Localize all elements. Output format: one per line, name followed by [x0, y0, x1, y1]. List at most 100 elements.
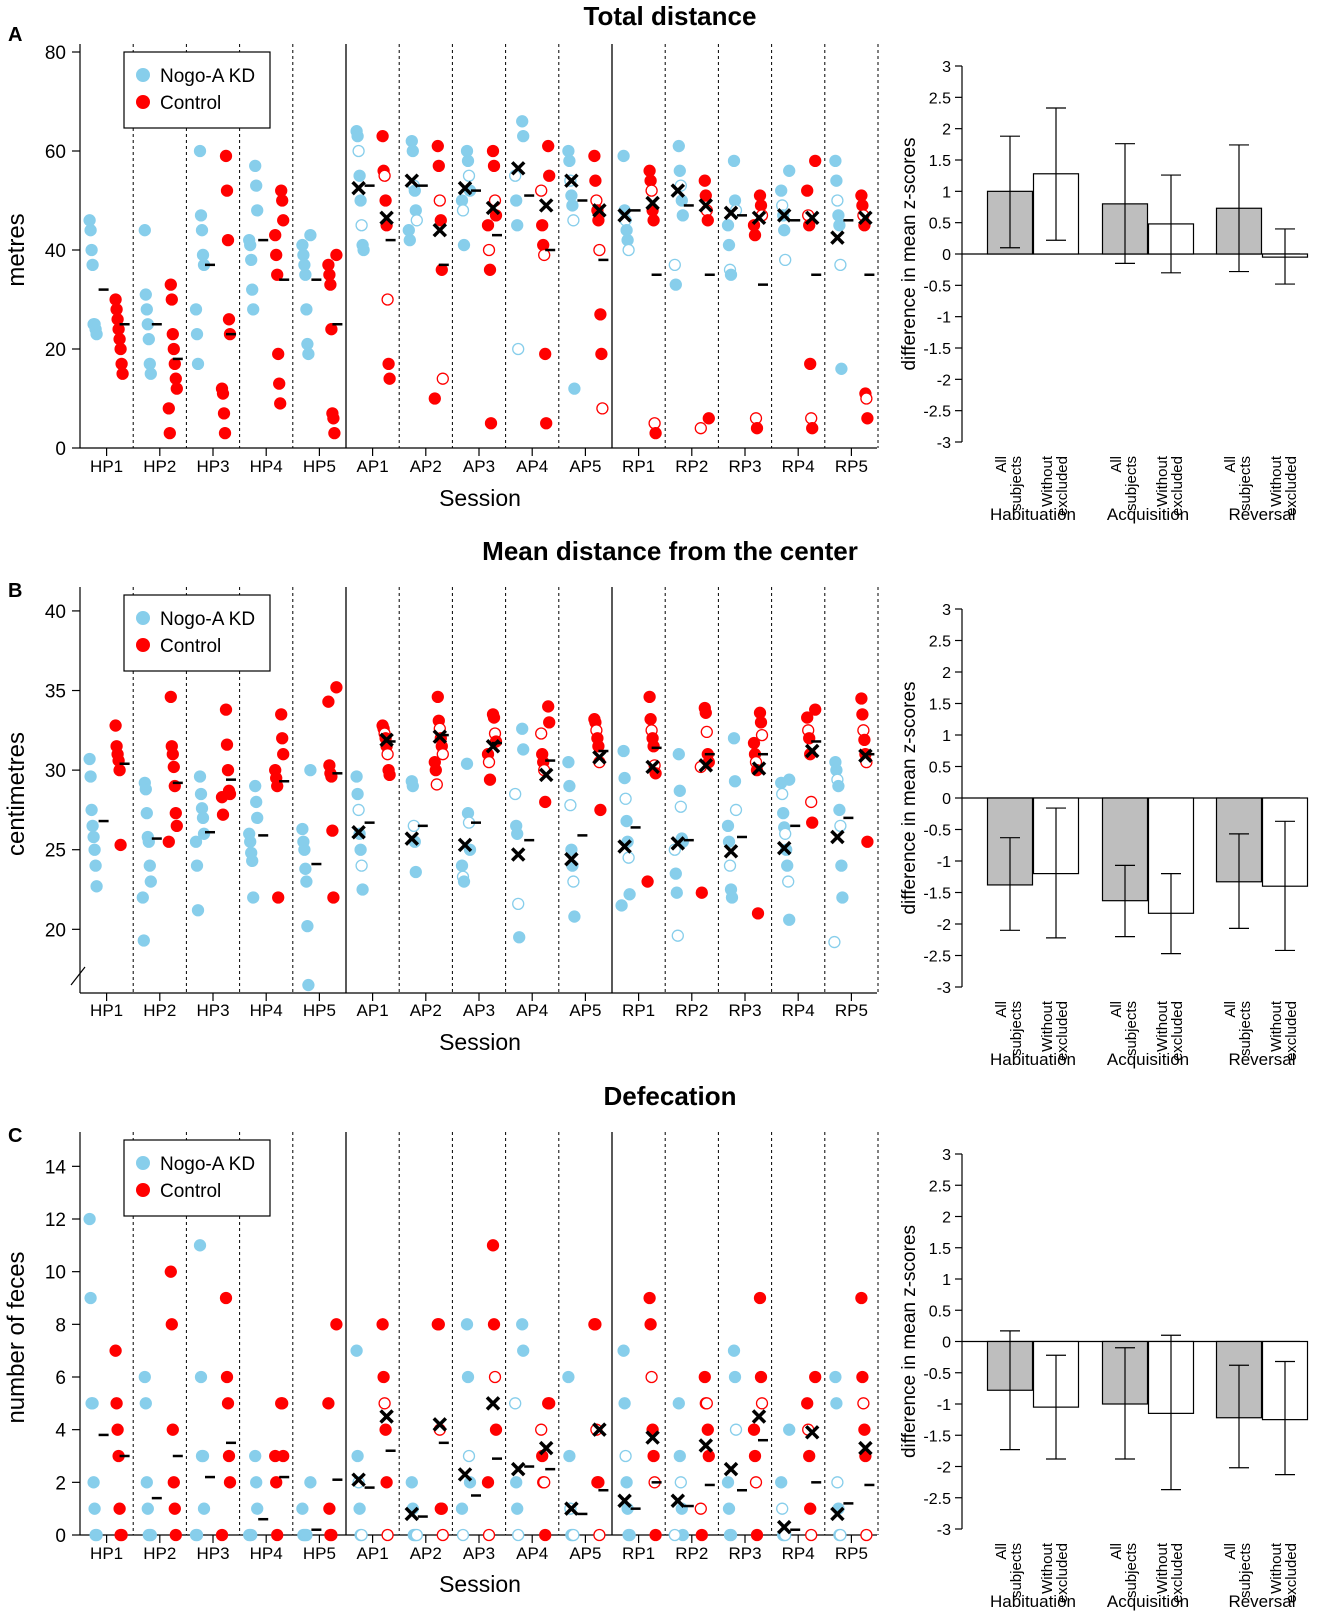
- bar-y-tick-label: 3: [942, 59, 951, 76]
- control-point: [381, 748, 394, 761]
- bar-y-tick-label: 0: [942, 247, 951, 264]
- control-point: [169, 1528, 182, 1542]
- x-tick-label: HP2: [143, 457, 176, 476]
- nogo-point: [623, 1528, 636, 1542]
- nogo-point: [775, 776, 788, 790]
- control-point: [542, 700, 555, 713]
- control-point: [378, 1397, 391, 1410]
- nogo-point: [567, 214, 580, 227]
- nogo-point: [516, 1318, 529, 1331]
- nogo-point: [831, 1476, 844, 1489]
- nogo-point: [353, 1502, 366, 1515]
- control-point: [543, 169, 556, 182]
- control-point: [166, 1423, 179, 1436]
- nogo-point: [90, 327, 103, 341]
- legend: Nogo-A KD Control: [123, 51, 271, 129]
- nogo-point: [462, 169, 476, 182]
- nogo-point: [251, 1502, 264, 1515]
- nogo-point: [622, 851, 635, 864]
- nogo-point: [833, 803, 846, 817]
- nogo-point: [779, 253, 792, 267]
- control-point: [221, 233, 235, 247]
- control-point: [379, 194, 392, 207]
- nogo-point: [563, 154, 576, 168]
- model-estimate-cross: [645, 759, 660, 775]
- control-point: [593, 243, 606, 257]
- control-point: [216, 387, 230, 400]
- model-estimate-cross: [379, 732, 394, 748]
- control-point: [116, 367, 129, 380]
- nogo-point: [509, 787, 522, 801]
- bar-label: subjects: [1008, 1543, 1025, 1598]
- bar-group-label: Reversal: [1228, 1592, 1295, 1611]
- model-estimate-cross: [858, 1440, 873, 1456]
- control-point: [536, 219, 549, 232]
- control-point: [805, 795, 818, 809]
- model-estimate-cross: [751, 1409, 767, 1424]
- bar-y-axis-label: difference in mean z-scores: [899, 1225, 920, 1458]
- bar-panel-B-right: 3 2.5 2 1.5 1 0.5 0 -0.5 -1 -1.5 -2 -2.5 -3 differenc…: [899, 602, 1309, 1069]
- nogo-point: [721, 219, 735, 232]
- y-tick-label: 60: [45, 142, 66, 163]
- model-estimate-cross: [776, 208, 792, 223]
- bar-y-tick-label: -2.5: [923, 949, 951, 966]
- control-point: [539, 1528, 552, 1542]
- x-tick-label: RP1: [622, 1544, 655, 1563]
- control-point: [805, 1528, 818, 1542]
- control-point: [484, 417, 498, 430]
- model-estimate-cross: [776, 840, 792, 856]
- control-point: [809, 154, 822, 168]
- nogo-point: [247, 891, 260, 904]
- nogo-point: [831, 194, 844, 207]
- nogo-point: [190, 859, 204, 872]
- model-estimate-cross: [564, 1501, 579, 1516]
- control-point: [857, 1397, 870, 1410]
- bar-y-tick-label: -2.5: [923, 404, 951, 421]
- nogo-point: [567, 875, 580, 888]
- nogo-point: [516, 722, 529, 735]
- control-point: [164, 1265, 177, 1278]
- x-tick-label: HP3: [196, 1001, 229, 1020]
- nogo-point: [775, 184, 788, 197]
- control-point: [222, 313, 236, 326]
- nogo-point: [87, 830, 100, 844]
- control-point: [436, 748, 449, 761]
- control-point: [649, 426, 662, 440]
- model-estimate-cross: [592, 750, 607, 765]
- control-point: [222, 1449, 236, 1463]
- nogo-point: [141, 318, 154, 331]
- control-point: [276, 1397, 289, 1410]
- control-point: [436, 372, 449, 385]
- nogo-point: [620, 1476, 633, 1489]
- nogo-point: [727, 732, 741, 745]
- nogo-point: [615, 899, 628, 912]
- panel-title: Defecation: [604, 1081, 737, 1111]
- nogo-point: [356, 883, 369, 896]
- control-point: [271, 1528, 284, 1542]
- nogo-point: [830, 1397, 843, 1410]
- scatter-panel-B: Mean distance from the center B 20 25 30 35 40…: [3, 536, 879, 1055]
- nogo-point: [88, 843, 101, 856]
- control-point: [223, 1476, 237, 1489]
- bar-label: Without: [1039, 455, 1056, 507]
- nogo-point: [668, 1528, 681, 1542]
- model-estimate-cross: [351, 1472, 366, 1487]
- nogo-point: [510, 1476, 523, 1489]
- control-point: [481, 219, 495, 232]
- control-point: [856, 708, 869, 721]
- nogo-point: [722, 238, 736, 252]
- control-point: [269, 228, 282, 242]
- control-point: [428, 392, 441, 405]
- control-point: [754, 1370, 768, 1384]
- x-tick-label: HP2: [143, 1001, 176, 1020]
- control-point: [114, 838, 127, 852]
- nogo-point: [783, 1423, 796, 1436]
- x-tick-label: AP2: [410, 457, 442, 476]
- bar-label: subjects: [1237, 1001, 1254, 1056]
- control-point: [860, 392, 873, 405]
- nogo-point: [457, 238, 471, 252]
- bar-label: excluded: [1054, 1001, 1071, 1061]
- nogo-point: [141, 1502, 154, 1515]
- model-estimate-cross: [617, 208, 632, 223]
- nogo-point: [511, 219, 524, 232]
